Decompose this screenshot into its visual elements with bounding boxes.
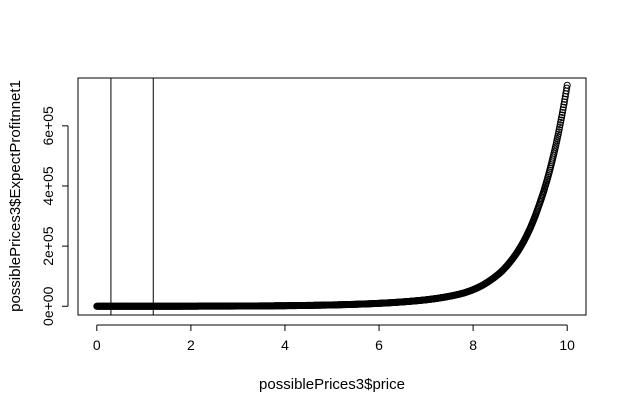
x-tick-label: 6 (375, 337, 383, 353)
x-axis-label: possiblePrices3$price (259, 376, 405, 393)
data-point (559, 106, 567, 114)
y-tick-label: 2e+05 (40, 226, 56, 266)
data-point (560, 101, 568, 109)
data-point (558, 108, 566, 116)
data-point (557, 118, 565, 126)
vertical-lines (110, 78, 154, 315)
y-tick-label: 0e+00 (40, 286, 56, 326)
data-point (563, 81, 571, 89)
x-tick-label: 8 (469, 337, 477, 353)
plot-box (77, 77, 587, 316)
x-tick-label: 0 (93, 337, 101, 353)
data-point (558, 111, 566, 119)
data-point (558, 113, 566, 121)
x-axis: 0 2 4 6 8 10 (93, 324, 575, 353)
data-point (557, 116, 565, 124)
x-tick-label: 4 (281, 337, 289, 353)
y-tick-label: 4e+05 (40, 166, 56, 206)
x-tick-label: 2 (187, 337, 195, 353)
y-tick-label: 6e+05 (40, 106, 56, 146)
y-axis: 0e+00 2e+05 4e+05 6e+05 (40, 106, 69, 326)
y-axis-label: possiblePrices3$ExpectProfitnnet1 (7, 80, 24, 312)
x-tick-label: 10 (559, 337, 575, 353)
data-point (559, 103, 567, 111)
data-point (563, 84, 571, 92)
data-points (93, 81, 571, 310)
